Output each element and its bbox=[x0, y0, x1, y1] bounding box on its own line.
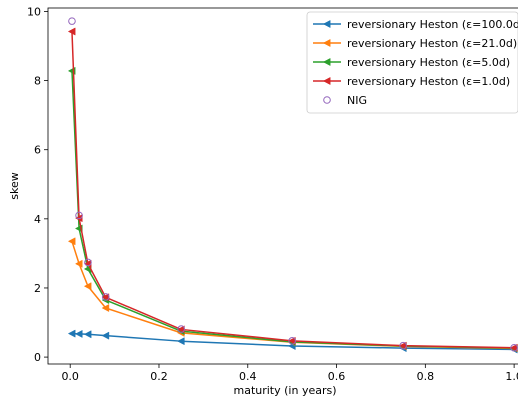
x-axis-ticks: 0.0 0.2 0.4 0.6 0.8 1.0 bbox=[61, 364, 518, 383]
y-axis-ticks: 0 2 4 6 8 10 bbox=[27, 5, 48, 364]
series-layer bbox=[67, 17, 518, 354]
legend-box bbox=[306, 11, 518, 114]
series-line bbox=[71, 31, 515, 349]
y-tick-label: 6 bbox=[34, 144, 41, 157]
x-tick-label: 0.2 bbox=[150, 370, 168, 383]
legend: reversionary Heston (ε=100.0d) reversiona… bbox=[306, 11, 518, 114]
legend-marker bbox=[322, 57, 331, 67]
data-point bbox=[74, 329, 83, 338]
data-point bbox=[83, 282, 92, 291]
data-point bbox=[288, 337, 296, 345]
y-tick-label: 10 bbox=[27, 5, 41, 18]
data-point bbox=[83, 330, 92, 339]
data-point bbox=[510, 343, 518, 352]
y-tick-label: 2 bbox=[34, 282, 41, 295]
x-tick-label: 0.6 bbox=[328, 370, 346, 383]
x-tick-label: 1.0 bbox=[505, 370, 518, 383]
x-tick-label: 0.8 bbox=[417, 370, 435, 383]
legend-item: reversionary Heston (ε=1.0d) bbox=[313, 75, 510, 88]
data-point bbox=[67, 329, 76, 338]
x-axis-label: maturity (in years) bbox=[233, 384, 336, 397]
series-4 bbox=[68, 17, 518, 352]
data-point bbox=[68, 17, 76, 25]
data-point bbox=[101, 303, 110, 313]
legend-marker bbox=[322, 38, 331, 48]
y-tick-label: 0 bbox=[34, 351, 41, 364]
data-point bbox=[84, 258, 92, 267]
y-tick-label: 4 bbox=[34, 213, 41, 226]
data-point bbox=[177, 337, 185, 346]
data-point bbox=[74, 259, 83, 268]
data-point bbox=[67, 237, 76, 246]
data-point bbox=[67, 27, 76, 36]
legend-marker bbox=[323, 96, 331, 104]
legend-item: reversionary Heston (ε=100.0d) bbox=[313, 18, 518, 31]
data-point bbox=[101, 331, 110, 340]
data-point bbox=[74, 214, 83, 223]
legend-label: reversionary Heston (ε=21.0d) bbox=[347, 37, 517, 50]
legend-marker bbox=[322, 19, 331, 29]
data-point bbox=[75, 211, 83, 220]
data-point bbox=[399, 341, 407, 350]
legend-label: reversionary Heston (ε=1.0d) bbox=[347, 75, 510, 88]
series-0 bbox=[67, 329, 518, 354]
axes-frame bbox=[47, 7, 518, 365]
legend-item: NIG bbox=[323, 94, 367, 107]
legend-item: reversionary Heston (ε=21.0d) bbox=[313, 37, 517, 50]
legend-label: reversionary Heston (ε=100.0d) bbox=[347, 18, 518, 31]
data-point bbox=[177, 325, 185, 333]
legend-label: reversionary Heston (ε=5.0d) bbox=[347, 56, 510, 69]
legend-item: reversionary Heston (ε=5.0d) bbox=[313, 56, 510, 69]
legend-marker bbox=[322, 76, 331, 86]
data-point bbox=[101, 293, 110, 301]
y-tick-label: 8 bbox=[34, 75, 41, 88]
legend-label: NIG bbox=[347, 94, 367, 107]
x-tick-label: 0.4 bbox=[239, 370, 257, 383]
y-axis-label: skew bbox=[8, 172, 21, 199]
x-tick-label: 0.0 bbox=[61, 370, 79, 383]
